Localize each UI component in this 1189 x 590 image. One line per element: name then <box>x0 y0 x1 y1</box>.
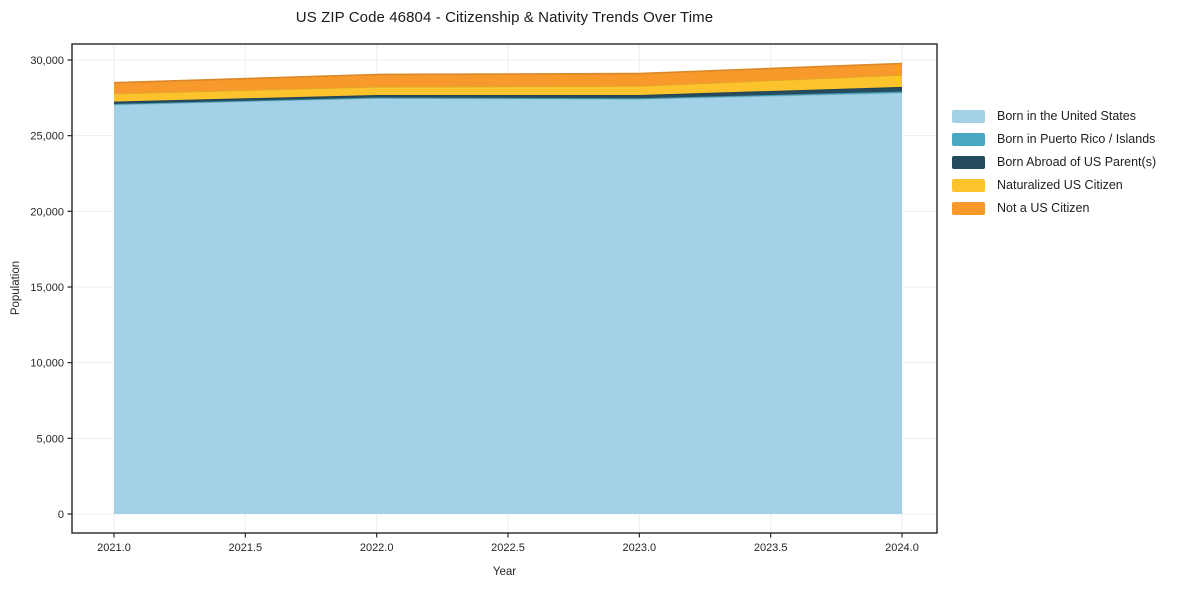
chart-title: US ZIP Code 46804 - Citizenship & Nativi… <box>295 9 714 26</box>
x-tick-label: 2021.5 <box>229 542 263 554</box>
legend-label: Not a US Citizen <box>997 201 1090 215</box>
legend-swatch-icon <box>952 155 985 169</box>
x-tick-label: 2023.5 <box>754 542 788 554</box>
x-tick-label: 2022.0 <box>360 542 394 554</box>
plot-frame <box>71 43 938 534</box>
legend-item-2: Born Abroad of US Parent(s) <box>952 155 1156 169</box>
x-axis-ticks: 2021.0 2021.5 2022.0 2022.5 2023.0 2023.5 2024… <box>97 533 919 554</box>
x-tick-label: 2022.5 <box>491 542 525 554</box>
legend-swatch-icon <box>952 109 985 123</box>
area-series-0 <box>114 92 902 515</box>
y-tick-label: 5,000 <box>36 433 64 445</box>
legend-item-3: Naturalized US Citizen <box>952 178 1156 192</box>
x-axis-label: Year <box>492 566 517 578</box>
stacked-areas <box>113 62 903 515</box>
legend-swatch-icon <box>952 132 985 146</box>
y-tick-label: 0 <box>58 509 64 521</box>
legend-item-1: Born in Puerto Rico / Islands <box>952 132 1156 146</box>
y-tick-label: 20,000 <box>30 206 64 218</box>
legend-swatch-icon <box>952 178 985 192</box>
legend: Born in the United States Born in Puerto … <box>952 109 1156 224</box>
x-tick-label: 2024.0 <box>885 542 919 554</box>
y-tick-label: 30,000 <box>30 55 64 67</box>
legend-item-0: Born in the United States <box>952 109 1156 123</box>
legend-swatch-icon <box>952 201 985 215</box>
y-tick-label: 25,000 <box>30 131 64 143</box>
legend-label: Naturalized US Citizen <box>997 178 1123 192</box>
legend-item-4: Not a US Citizen <box>952 201 1156 215</box>
y-axis-ticks: 0 5,000 10,000 15,000 20,000 25,000 30,000 <box>30 55 72 521</box>
x-tick-label: 2021.0 <box>97 542 131 554</box>
legend-label: Born Abroad of US Parent(s) <box>997 155 1157 169</box>
x-tick-label: 2023.0 <box>623 542 657 554</box>
area-edge-4 <box>113 62 903 84</box>
y-axis-label: Population <box>10 260 22 316</box>
y-tick-label: 10,000 <box>30 358 64 370</box>
legend-label: Born in the United States <box>997 109 1136 123</box>
y-tick-label: 15,000 <box>30 282 64 294</box>
area-series-3 <box>114 75 902 102</box>
legend-label: Born in Puerto Rico / Islands <box>997 132 1156 146</box>
